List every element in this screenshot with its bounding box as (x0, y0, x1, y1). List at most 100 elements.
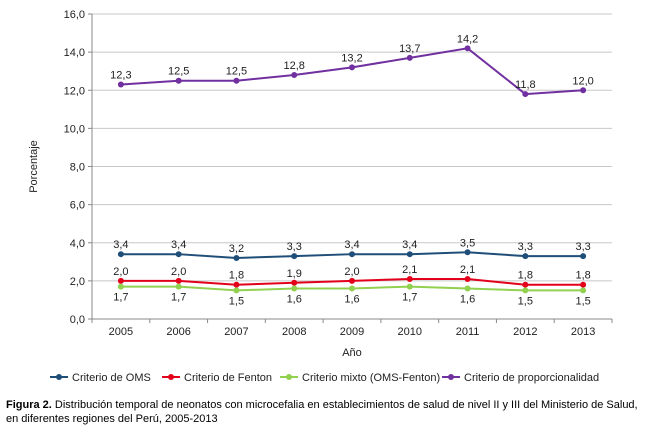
data-label: 3,3 (518, 241, 533, 253)
data-point (291, 279, 298, 286)
y-tick-label: 6,0 (70, 200, 85, 212)
data-point (522, 91, 529, 98)
data-label: 3,4 (171, 239, 186, 251)
data-point (117, 277, 124, 284)
data-point (349, 64, 355, 71)
data-point (464, 45, 471, 52)
data-label: 3,4 (113, 239, 128, 251)
x-tick-label: 2009 (340, 326, 364, 338)
data-label: 1,6 (344, 294, 359, 306)
data-label: 12,5 (226, 66, 247, 78)
data-label: 12,0 (572, 75, 593, 87)
data-point (233, 77, 240, 84)
data-point (464, 275, 471, 282)
data-label: 12,8 (284, 60, 305, 72)
y-tick-label: 2,0 (70, 276, 85, 288)
x-tick-label: 2011 (456, 326, 480, 338)
data-point (349, 285, 355, 292)
data-point (291, 72, 298, 78)
data-label: 1,5 (518, 295, 533, 307)
data-point (291, 285, 298, 292)
data-label: 1,9 (287, 268, 302, 280)
data-point (406, 275, 413, 282)
data-point (406, 283, 413, 290)
data-point (580, 281, 587, 288)
y-tick-label: 12,0 (64, 85, 85, 97)
data-label: 12,5 (168, 66, 189, 78)
line-chart: 0,0 2,0 4,0 6,0 8,0 10,0 12,0 14,0 16,0 2005 2006 2… (28, 9, 613, 384)
data-label: 12,3 (110, 70, 131, 82)
caption-text: Distribución temporal de neonatos con mi… (6, 399, 638, 425)
x-tick-label: 2012 (513, 326, 537, 338)
data-label: 2,1 (402, 264, 417, 276)
x-tick-label: 2005 (109, 326, 133, 338)
data-label: 3,4 (344, 239, 359, 251)
legend-label: Criterio de OMS (72, 372, 151, 384)
data-point (349, 277, 355, 284)
data-label: 1,7 (113, 292, 128, 304)
data-point (580, 287, 587, 294)
data-point (233, 255, 240, 261)
data-label: 1,5 (229, 295, 244, 307)
data-label: 3,5 (460, 237, 475, 249)
data-label: 3,2 (229, 243, 244, 255)
data-label: 2,0 (171, 266, 186, 278)
data-label: 2,0 (344, 266, 359, 278)
data-point (117, 81, 124, 88)
data-point (117, 283, 124, 290)
x-tick-label: 2010 (398, 326, 422, 338)
data-point (175, 251, 182, 258)
x-tick-label: 2013 (571, 326, 595, 338)
y-tick-label: 14,0 (64, 47, 85, 59)
data-point (580, 253, 587, 260)
y-tick-label: 0,0 (70, 314, 85, 326)
data-point (291, 253, 298, 260)
data-point (522, 281, 529, 288)
legend-swatch-marker (56, 374, 62, 380)
data-point (406, 54, 413, 61)
data-label: 1,8 (229, 270, 244, 282)
data-point (406, 251, 413, 258)
data-point (175, 77, 182, 84)
legend-swatch-marker (448, 374, 454, 380)
data-label: 3,3 (575, 241, 590, 253)
caption-label: Figura 2. (6, 399, 52, 411)
data-point (464, 285, 471, 292)
data-label: 3,3 (287, 241, 302, 253)
data-point (522, 253, 529, 260)
x-axis-title: Año (342, 347, 362, 359)
data-label: 2,0 (113, 266, 128, 278)
y-tick-label: 10,0 (64, 123, 85, 135)
y-tick-label: 8,0 (70, 162, 85, 174)
x-tick-label: 2008 (282, 326, 306, 338)
x-tick-label: 2006 (166, 326, 190, 338)
data-label: 2,1 (460, 264, 475, 276)
legend-label: Criterio mixto (OMS-Fenton) (302, 372, 440, 384)
y-tick-label: 4,0 (70, 238, 85, 250)
data-point (464, 249, 471, 256)
data-label: 1,7 (171, 292, 186, 304)
data-label: 11,8 (515, 79, 536, 91)
data-label: 1,6 (287, 294, 302, 306)
data-label: 14,2 (457, 33, 478, 45)
legend-swatch-marker (286, 374, 292, 380)
data-point (580, 87, 587, 94)
data-point (233, 287, 240, 294)
data-point (233, 281, 240, 288)
legend-swatch-marker (168, 374, 174, 380)
data-label: 1,8 (518, 270, 533, 282)
data-label: 1,6 (460, 294, 475, 306)
legend-label: Criterio de proporcionalidad (464, 372, 599, 384)
data-label: 1,8 (575, 270, 590, 282)
data-point (175, 277, 182, 284)
data-label: 1,5 (575, 295, 590, 307)
data-point (175, 283, 182, 290)
x-tick-label: 2007 (224, 326, 248, 338)
y-tick-label: 16,0 (64, 9, 85, 21)
data-label: 13,2 (341, 52, 362, 64)
data-label: 3,4 (402, 239, 417, 251)
data-point (522, 287, 529, 294)
figure-caption: Figura 2. Distribución temporal de neona… (6, 398, 644, 426)
data-label: 1,7 (402, 292, 417, 304)
